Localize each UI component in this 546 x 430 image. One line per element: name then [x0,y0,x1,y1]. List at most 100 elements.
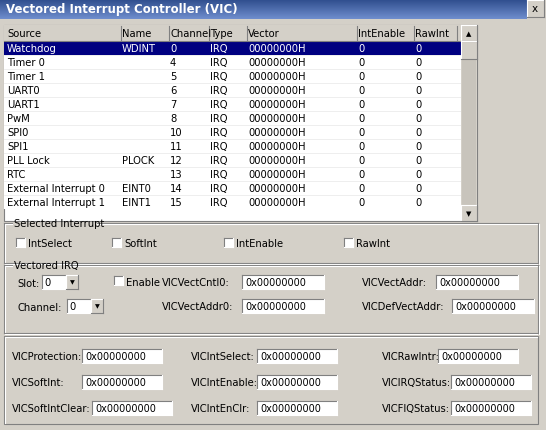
Bar [4,112,461,126]
Text: Watchdog: Watchdog [7,44,57,54]
Bar [0,16,527,17]
Text: 14: 14 [170,184,182,194]
Bar [0,2,527,3]
Text: IRQ: IRQ [210,58,228,68]
Bar [242,275,324,289]
Text: 0x00000000: 0x00000000 [260,351,321,361]
Bar [0,9,527,10]
Text: 0: 0 [358,156,364,166]
Bar [0,6,527,7]
Text: 00000000H: 00000000H [248,100,306,110]
Bar [462,43,476,206]
Text: 0: 0 [358,184,364,194]
Bar [4,42,461,56]
Text: UART1: UART1 [7,100,40,110]
Text: 0: 0 [415,72,422,82]
Bar [4,26,461,42]
Bar [4,98,461,112]
Text: 0x00000000: 0x00000000 [260,377,321,387]
Text: SPI0: SPI0 [7,128,28,138]
Text: 0: 0 [358,86,364,96]
Bar [16,239,25,247]
Text: 0: 0 [358,44,364,54]
Text: 0: 0 [415,184,422,194]
Text: 0: 0 [358,72,364,82]
Bar [0,8,527,9]
Text: ▼: ▼ [70,280,74,285]
Text: 10: 10 [170,128,182,138]
Text: 15: 15 [170,197,183,208]
Text: 7: 7 [170,100,176,110]
Text: VICProtection:: VICProtection: [12,351,82,361]
Text: IntEnable: IntEnable [358,29,405,39]
Text: 00000000H: 00000000H [248,141,306,152]
Text: IRQ: IRQ [210,169,228,180]
Text: 0: 0 [415,114,422,124]
Text: 0: 0 [170,44,176,54]
Text: 0x00000000: 0x00000000 [439,277,500,287]
Text: IntEnable: IntEnable [236,239,283,249]
Text: PLL Lock: PLL Lock [7,156,50,166]
Text: VICSoftInt:: VICSoftInt: [12,377,64,387]
Text: 00000000H: 00000000H [248,169,306,180]
Text: VICRawIntr:: VICRawIntr: [382,351,440,361]
Text: External Interrupt 1: External Interrupt 1 [7,197,105,208]
Bar [82,375,162,389]
Text: IRQ: IRQ [210,100,228,110]
Text: PwM: PwM [7,114,29,124]
Text: IRQ: IRQ [210,197,228,208]
Text: IRQ: IRQ [210,114,228,124]
Text: 00000000H: 00000000H [248,156,306,166]
Text: IRQ: IRQ [210,72,228,82]
Text: Channel: Channel [170,29,211,39]
Text: x: x [532,4,538,14]
Bar [0,19,527,20]
Text: 0: 0 [358,169,364,180]
Text: RawInt: RawInt [356,239,390,249]
Text: 0x00000000: 0x00000000 [454,377,515,387]
Bar [4,154,461,168]
Bar [0,0,527,1]
Text: 0: 0 [44,277,50,287]
Text: 5: 5 [170,72,176,82]
Text: 11: 11 [170,141,183,152]
Text: VICVectAddr0:: VICVectAddr0: [162,301,233,311]
Bar [112,239,121,247]
Bar [257,401,337,415]
Text: 0x00000000: 0x00000000 [95,403,156,413]
Bar [0,13,527,14]
Text: WDINT: WDINT [122,44,156,54]
Text: 0: 0 [69,301,75,311]
Text: 0: 0 [358,141,364,152]
Text: 0x00000000: 0x00000000 [260,403,321,413]
Bar [0,12,527,13]
Text: VICSoftIntClear:: VICSoftIntClear: [12,403,91,413]
Text: SPI1: SPI1 [7,141,28,152]
Text: VICIntEnable:: VICIntEnable: [191,377,258,387]
Bar [0,18,527,19]
Text: VICIntEnClr:: VICIntEnClr: [191,403,251,413]
Text: Source: Source [7,29,41,39]
Text: VICFIQStatus:: VICFIQStatus: [382,403,450,413]
Text: 0x00000000: 0x00000000 [85,377,146,387]
Text: EINT0: EINT0 [122,184,151,194]
Bar [4,26,477,221]
Text: 13: 13 [170,169,182,180]
Bar [461,206,477,221]
Text: 12: 12 [170,156,183,166]
Text: Vector: Vector [248,29,280,39]
Bar [4,126,461,140]
Text: 00000000H: 00000000H [248,114,306,124]
Text: Vectored IRQ: Vectored IRQ [14,261,79,270]
Bar [0,5,527,6]
Bar [4,70,461,84]
Bar [67,299,91,313]
Bar [451,375,531,389]
Bar [0,7,527,8]
Text: 0x00000000: 0x00000000 [245,277,306,287]
Bar [0,4,527,5]
Text: 0: 0 [358,100,364,110]
Text: 00000000H: 00000000H [248,184,306,194]
Text: 0x00000000: 0x00000000 [85,351,146,361]
Text: 8: 8 [170,114,176,124]
